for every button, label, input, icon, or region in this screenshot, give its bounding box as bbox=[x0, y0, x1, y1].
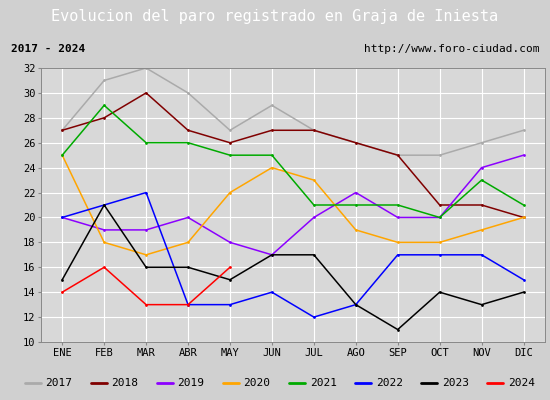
Text: 2023: 2023 bbox=[442, 378, 469, 388]
Text: Evolucion del paro registrado en Graja de Iniesta: Evolucion del paro registrado en Graja d… bbox=[52, 10, 498, 24]
Text: 2024: 2024 bbox=[508, 378, 535, 388]
Text: 2018: 2018 bbox=[112, 378, 139, 388]
Text: 2020: 2020 bbox=[244, 378, 271, 388]
Text: 2022: 2022 bbox=[376, 378, 403, 388]
Text: 2019: 2019 bbox=[178, 378, 205, 388]
Text: http://www.foro-ciudad.com: http://www.foro-ciudad.com bbox=[364, 44, 539, 54]
Text: 2017: 2017 bbox=[46, 378, 73, 388]
Text: 2021: 2021 bbox=[310, 378, 337, 388]
Text: 2017 - 2024: 2017 - 2024 bbox=[11, 44, 85, 54]
